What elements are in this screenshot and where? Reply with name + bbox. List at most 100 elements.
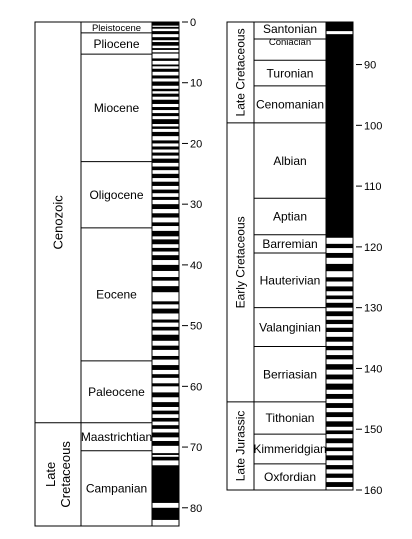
age-tick-label: 0 <box>190 17 196 29</box>
normal-polarity-band <box>152 301 179 305</box>
normal-polarity-band <box>326 336 353 342</box>
normal-polarity-band <box>152 146 179 150</box>
normal-polarity-band <box>152 308 179 314</box>
stage-label-berriasian: Berriasian <box>263 367 317 381</box>
stage-label-valanginian: Valanginian <box>259 320 321 334</box>
stage-label-santonian: Santonian <box>263 22 317 36</box>
stage-label-cenomanian: Cenomanian <box>256 98 324 112</box>
stage-label-coniacian: Coniacian <box>269 37 311 48</box>
normal-polarity-band <box>152 326 179 331</box>
age-tick-label: 140 <box>364 363 382 375</box>
normal-polarity-band <box>326 455 353 461</box>
normal-polarity-band <box>326 263 353 272</box>
normal-polarity-band <box>152 99 179 104</box>
normal-polarity-band <box>152 81 179 86</box>
stage-label-aptian: Aptian <box>273 210 307 224</box>
stage-label-turonian: Turonian <box>267 66 314 80</box>
normal-polarity-band <box>152 417 179 422</box>
normal-polarity-band <box>326 438 353 444</box>
normal-polarity-band <box>326 482 353 487</box>
normal-polarity-band <box>152 166 179 171</box>
normal-polarity-band <box>152 456 179 461</box>
normal-polarity-band <box>326 383 353 390</box>
age-tick-label: 40 <box>190 260 202 272</box>
normal-polarity-band <box>152 239 179 245</box>
stage-label-barremian: Barremian <box>262 237 317 251</box>
stage-label-miocene: Miocene <box>94 101 140 115</box>
normal-polarity-band <box>326 430 353 435</box>
normal-polarity-band <box>152 68 179 72</box>
normal-polarity-band <box>152 222 179 227</box>
normal-polarity-band <box>326 465 353 470</box>
normal-polarity-band <box>326 319 353 325</box>
normal-polarity-band <box>326 355 353 360</box>
normal-polarity-band <box>152 402 179 407</box>
normal-polarity-band <box>152 453 179 455</box>
normal-polarity-band <box>326 421 353 427</box>
normal-polarity-band <box>152 48 179 50</box>
normal-polarity-band <box>152 204 179 210</box>
normal-polarity-band <box>152 345 179 350</box>
age-tick-label: 130 <box>364 303 382 315</box>
normal-polarity-band <box>152 189 179 194</box>
normal-polarity-band <box>152 31 179 35</box>
stage-label-campanian: Campanian <box>86 482 147 496</box>
normal-polarity-band <box>326 345 353 351</box>
normal-polarity-band <box>326 286 353 292</box>
normal-polarity-band <box>152 410 179 415</box>
normal-polarity-band <box>152 383 179 387</box>
normal-polarity-band <box>152 277 179 281</box>
normal-polarity-band <box>326 327 353 332</box>
normal-polarity-band <box>152 152 179 156</box>
normal-polarity-band <box>152 440 179 446</box>
stage-label-albian: Albian <box>273 154 306 168</box>
era-label: Late Jurassic <box>234 411 248 482</box>
normal-polarity-band <box>326 364 353 370</box>
normal-polarity-band <box>152 465 179 503</box>
normal-polarity-band <box>152 93 179 97</box>
normal-polarity-band <box>152 37 179 41</box>
stage-label-hauterivian: Hauterivian <box>260 274 321 288</box>
normal-polarity-band <box>152 247 179 252</box>
era-label: Late Cretaceous <box>234 28 248 116</box>
normal-polarity-band <box>152 507 179 520</box>
normal-polarity-band <box>326 393 353 399</box>
normal-polarity-band <box>152 119 179 125</box>
normal-polarity-band <box>152 75 179 79</box>
normal-polarity-band <box>326 403 353 408</box>
normal-polarity-band <box>152 286 179 293</box>
normal-polarity-band <box>152 334 179 341</box>
left-panel: Cenozoic LateCretaceous Pleistocene Pliocen… <box>34 17 202 527</box>
age-tick-label: 120 <box>364 242 382 254</box>
age-tick-label: 110 <box>364 181 382 193</box>
normal-polarity-band <box>152 52 179 54</box>
normal-polarity-band <box>152 230 179 237</box>
normal-polarity-band <box>326 311 353 317</box>
normal-polarity-band <box>326 412 353 418</box>
normal-polarity-band <box>326 295 353 300</box>
normal-polarity-band <box>152 425 179 429</box>
normal-polarity-band <box>326 34 353 238</box>
normal-polarity-band <box>152 64 179 67</box>
normal-polarity-band <box>152 126 179 129</box>
normal-polarity-band <box>152 140 179 144</box>
polarity-column <box>151 21 180 527</box>
era-label: Cenozoic <box>51 195 66 250</box>
normal-polarity-band <box>152 255 179 261</box>
stage-label-paleocene: Paleocene <box>88 385 145 399</box>
normal-polarity-band <box>152 264 179 271</box>
normal-polarity-band <box>326 447 353 452</box>
normal-polarity-band <box>326 22 353 32</box>
normal-polarity-band <box>152 355 179 360</box>
era-label: Early Cretaceous <box>234 216 248 308</box>
normal-polarity-band <box>152 181 179 186</box>
age-tick-label: 90 <box>364 60 376 72</box>
age-tick-label: 60 <box>190 381 202 393</box>
normal-polarity-band <box>326 277 353 282</box>
stage-label-tithonian: Tithonian <box>266 411 315 425</box>
normal-polarity-band <box>326 243 353 249</box>
stage-label-pliocene: Pliocene <box>93 37 139 51</box>
stage-label-kimmeridgian: Kimmeridgian <box>253 442 326 456</box>
normal-polarity-band <box>152 58 179 61</box>
